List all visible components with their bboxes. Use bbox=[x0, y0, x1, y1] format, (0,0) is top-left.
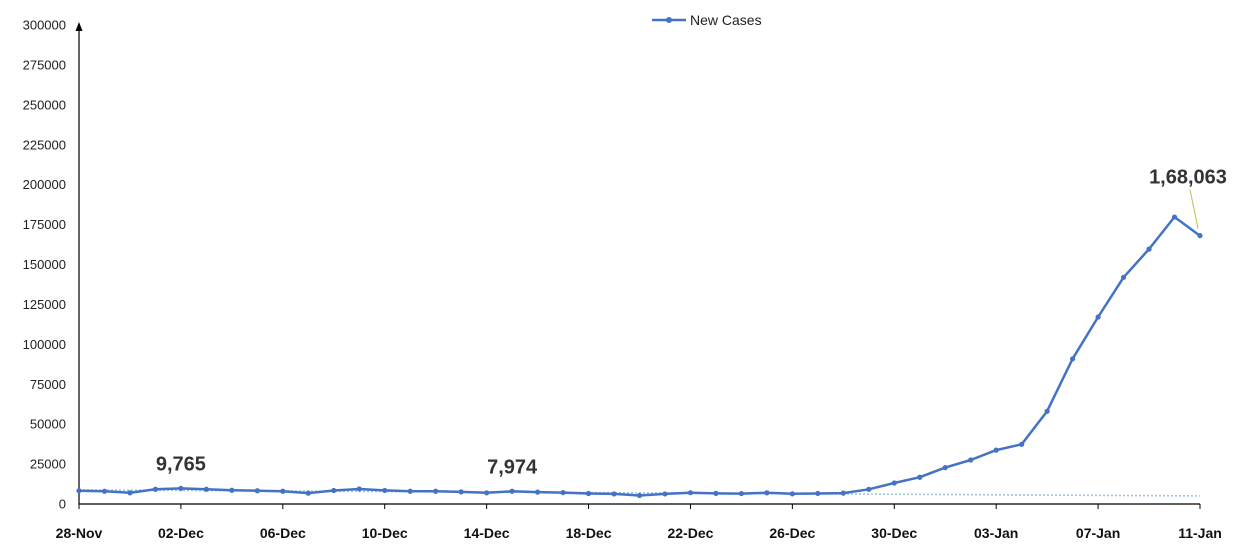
y-tick-label: 200000 bbox=[23, 177, 66, 192]
data-point bbox=[789, 491, 795, 497]
y-tick-label: 250000 bbox=[23, 97, 66, 112]
data-point bbox=[687, 490, 694, 496]
data-point bbox=[1120, 274, 1127, 280]
data-point bbox=[560, 489, 566, 496]
x-tick-label: 03-Jan bbox=[974, 525, 1018, 541]
data-point bbox=[101, 488, 108, 494]
data-point bbox=[662, 491, 668, 497]
data-point bbox=[178, 485, 184, 492]
y-tick-label: 225000 bbox=[23, 137, 66, 152]
data-point bbox=[1070, 356, 1076, 362]
legend-label: New Cases bbox=[690, 12, 762, 28]
y-tick-label: 150000 bbox=[23, 257, 66, 272]
data-point bbox=[764, 490, 770, 496]
data-point bbox=[1019, 441, 1025, 447]
x-tick-label: 02-Dec bbox=[158, 525, 204, 541]
y-tick-label: 0 bbox=[59, 497, 66, 512]
data-point bbox=[840, 490, 846, 496]
data-point bbox=[127, 490, 133, 496]
y-tick-label: 75000 bbox=[30, 377, 66, 392]
x-tick-label: 30-Dec bbox=[871, 525, 917, 541]
data-point bbox=[713, 490, 719, 496]
annotations: 9,765 7,974 1,68,063 bbox=[156, 167, 1227, 479]
annotation-leader bbox=[1189, 189, 1199, 229]
y-tick-label: 125000 bbox=[23, 297, 66, 312]
y-tick-label: 25000 bbox=[30, 457, 66, 472]
data-point bbox=[331, 487, 337, 494]
y-tick-labels: 0 25000 50000 75000 100000 125000 150000 175000… bbox=[23, 18, 66, 512]
x-tick-label: 18-Dec bbox=[566, 525, 612, 541]
y-tick-label: 100000 bbox=[23, 337, 66, 352]
data-point bbox=[76, 488, 82, 494]
axes bbox=[75, 22, 1200, 505]
x-tick-labels: 28-Nov 02-Dec 06-Dec 10-Dec 14-Dec 18-Dec 22-D… bbox=[56, 504, 1222, 541]
x-tick-label: 28-Nov bbox=[56, 525, 103, 541]
data-point bbox=[534, 489, 541, 495]
data-point bbox=[636, 492, 643, 499]
data-point bbox=[917, 474, 923, 480]
legend-swatch-marker bbox=[666, 17, 672, 23]
y-tick-label: 175000 bbox=[23, 217, 66, 232]
data-point bbox=[458, 489, 464, 495]
data-point bbox=[968, 457, 974, 463]
data-point bbox=[203, 486, 209, 492]
data-point bbox=[382, 487, 388, 494]
data-point bbox=[356, 486, 362, 492]
annotation-label: 7,974 bbox=[487, 456, 538, 478]
data-point bbox=[891, 480, 897, 486]
data-point bbox=[1171, 214, 1178, 220]
data-point bbox=[152, 486, 159, 492]
series-new-cases bbox=[76, 214, 1203, 499]
data-point bbox=[1095, 314, 1101, 320]
x-tick-label: 14-Dec bbox=[464, 525, 510, 541]
data-point bbox=[229, 487, 235, 493]
data-point bbox=[407, 488, 413, 494]
data-point bbox=[993, 447, 999, 453]
data-point bbox=[1197, 233, 1203, 239]
data-point bbox=[866, 486, 872, 492]
trendline bbox=[78, 489, 1201, 497]
y-tick-label: 275000 bbox=[23, 57, 66, 72]
data-point bbox=[433, 488, 439, 494]
data-point bbox=[305, 490, 311, 496]
y-tick-label: 300000 bbox=[23, 18, 66, 33]
data-point bbox=[585, 490, 592, 497]
trendline-layer bbox=[78, 489, 1201, 497]
data-point bbox=[1044, 408, 1050, 414]
data-point bbox=[484, 490, 490, 496]
series-line bbox=[78, 215, 1201, 497]
x-tick-label: 10-Dec bbox=[362, 525, 408, 541]
data-point bbox=[942, 465, 948, 471]
data-point bbox=[1146, 246, 1152, 252]
data-point bbox=[509, 488, 515, 494]
data-point bbox=[738, 490, 745, 497]
data-point bbox=[280, 488, 286, 494]
data-point bbox=[815, 490, 821, 497]
legend: New Cases bbox=[652, 12, 762, 28]
annotation-label: 9,765 bbox=[156, 453, 206, 475]
y-tick-label: 50000 bbox=[30, 417, 66, 432]
x-tick-label: 11-Jan bbox=[1178, 525, 1222, 541]
x-tick-label: 06-Dec bbox=[260, 525, 306, 541]
data-point bbox=[254, 488, 260, 494]
annotation-label: 1,68,063 bbox=[1149, 167, 1227, 189]
y-axis-arrow bbox=[75, 22, 83, 31]
x-tick-label: 26-Dec bbox=[769, 525, 815, 541]
x-tick-label: 07-Jan bbox=[1076, 525, 1120, 541]
data-point bbox=[611, 491, 617, 497]
x-tick-label: 22-Dec bbox=[667, 525, 713, 541]
